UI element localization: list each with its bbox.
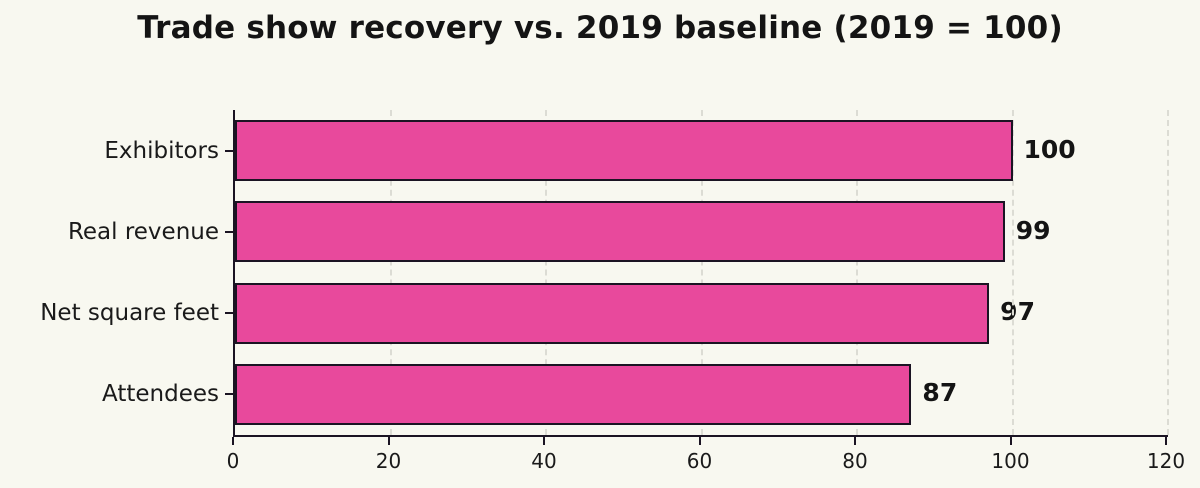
x-axis-tick-40 <box>543 437 545 445</box>
gridline-40 <box>545 110 547 435</box>
gridline-80 <box>856 110 858 435</box>
x-axis-tick-0 <box>232 437 234 445</box>
y-axis-tick <box>225 149 233 152</box>
x-axis-tick-60 <box>698 437 701 445</box>
category-label: Real revenue <box>67 218 219 245</box>
gridline-120 <box>1167 110 1169 435</box>
x-axis-tick-120 <box>1165 437 1167 445</box>
category-label: Net square feet <box>40 300 219 327</box>
y-axis-tick <box>225 393 233 396</box>
bar-value-label: 97 <box>1000 297 1035 327</box>
x-axis-tick-label: 0 <box>226 449 240 473</box>
bar-net-square-feet <box>235 282 990 344</box>
gridline-20 <box>389 110 392 435</box>
y-axis-tick <box>225 312 233 315</box>
gridline-100 <box>1011 110 1014 435</box>
bar-value-label: 100 <box>1023 134 1076 164</box>
chart-title: Trade show recovery vs. 2019 baseline (2… <box>137 10 1063 46</box>
plot-area <box>233 110 1169 437</box>
x-axis-tick-label: 60 <box>686 449 713 473</box>
bar-value-label: 99 <box>1015 215 1051 245</box>
gridline-60 <box>700 110 703 435</box>
bar-exhibitors <box>235 120 1013 182</box>
x-axis-tick-100 <box>1009 437 1012 445</box>
x-axis-tick-label: 120 <box>1146 449 1186 473</box>
x-axis-tick-label: 40 <box>531 449 557 473</box>
x-axis-tick-20 <box>387 437 390 445</box>
bar-real-revenue <box>235 201 1005 263</box>
x-axis-tick-80 <box>854 437 856 445</box>
bar-attendees <box>235 363 912 425</box>
category-label: Attendees <box>102 381 219 408</box>
x-axis-tick-label: 100 <box>991 449 1030 473</box>
x-axis-tick-label: 80 <box>842 449 868 473</box>
x-axis-tick-label: 20 <box>375 449 402 473</box>
category-label: Exhibitors <box>104 137 219 164</box>
y-axis-tick <box>225 230 233 233</box>
bar-value-label: 87 <box>922 378 958 408</box>
